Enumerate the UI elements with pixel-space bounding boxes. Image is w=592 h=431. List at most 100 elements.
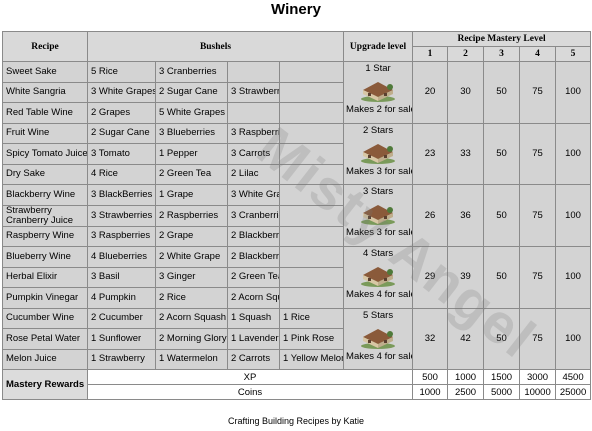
recipe-row: Spicy Tomato Juice 3 Tomato 1 Pepper 3 Carr… xyxy=(2,143,591,165)
mastery-value: 33 xyxy=(447,122,485,185)
bushel-cell: 2 Sugar Cane xyxy=(155,81,228,103)
mastery-value: 36 xyxy=(447,184,485,247)
bushel-cell: 1 Grape xyxy=(155,184,228,206)
sale-note: Makes 3 for sale xyxy=(346,227,413,238)
bushel-cell xyxy=(278,225,345,247)
mastery-value: 75 xyxy=(519,307,557,370)
bushel-cell: 3 Cranberries xyxy=(227,204,280,227)
recipe-row: Rose Petal Water 1 Sunflower 2 Morning Glo… xyxy=(2,328,591,350)
bushel-cell xyxy=(278,266,345,288)
sale-note: Makes 3 for sale xyxy=(346,165,413,177)
sale-note: Makes 4 for sale xyxy=(346,350,413,362)
header-level-5: 5 xyxy=(555,46,592,62)
star-level: 3 Stars xyxy=(362,186,394,197)
bushel-cell xyxy=(227,61,280,83)
page-title: Winery xyxy=(271,1,321,18)
coins-value: 10000 xyxy=(519,384,557,400)
star-level: 4 Stars xyxy=(362,248,394,259)
bushel-cell: 5 White Grapes xyxy=(155,102,228,124)
coins-value: 2500 xyxy=(447,384,485,400)
mastery-value: 23 xyxy=(412,122,449,185)
recipe-row: Raspberry Wine 3 Raspberries 2 Grape 2 Blac… xyxy=(2,225,591,247)
recipe-row: Blackberry Wine 3 BlackBerries 1 Grape 3 Wh… xyxy=(2,184,592,247)
bushel-cell: 1 Pink Rose xyxy=(278,328,345,350)
recipe-name: White Sangria xyxy=(2,81,88,103)
mastery-value: 50 xyxy=(483,122,521,185)
recipe-row: Sweet Sake 5 Rice 3 Cranberries 1 Star Makes… xyxy=(2,61,592,124)
bushel-cell: 1 Pepper xyxy=(155,143,228,165)
bushel-cell: 2 Blackberries xyxy=(227,246,280,268)
bushel-cell xyxy=(278,81,345,103)
mastery-value: 100 xyxy=(555,122,592,185)
bushel-cell: 2 Green Tea xyxy=(155,163,228,185)
star-level: 5 Stars xyxy=(362,309,394,321)
bushel-cell: 1 Rice xyxy=(278,307,345,329)
bushel-cell: 1 Squash xyxy=(227,307,280,329)
bushel-cell: 3 Cranberries xyxy=(155,61,228,83)
bushel-cell: 3 White Grape xyxy=(227,184,280,206)
coins-label: Coins xyxy=(86,384,414,400)
mastery-value: 39 xyxy=(447,246,485,309)
winery-building-icon xyxy=(361,205,396,225)
coins-value: 5000 xyxy=(483,384,521,400)
bushel-cell: 2 Green Tea xyxy=(227,266,280,288)
xp-value: 3000 xyxy=(519,369,557,385)
bushel-cell: 4 Blueberries xyxy=(87,246,156,268)
recipe-row: Fruit Wine 2 Sugar Cane 3 Blueberries 3 Ras… xyxy=(2,122,592,185)
bushel-cell: 2 Rice xyxy=(155,287,228,309)
bushel-cell: 2 White Grape xyxy=(155,246,228,268)
bushel-cell: 3 Raspberries xyxy=(227,122,280,144)
header-level-2: 2 xyxy=(447,46,485,62)
bushel-cell: 2 Raspberries xyxy=(155,204,228,227)
bushel-cell: 1 Lavender xyxy=(227,328,280,350)
recipe-name: Pumpkin Vinegar xyxy=(2,287,88,309)
xp-label: XP xyxy=(86,369,414,385)
recipe-name: Sweet Sake xyxy=(2,61,88,83)
mastery-value: 32 xyxy=(412,307,449,370)
recipe-row: Strawberry Cranberry Juice 3 Strawberries… xyxy=(2,204,591,227)
bushel-cell: 1 Yellow Melon xyxy=(278,348,345,370)
upgrade-level-cell: 1 Star Makes 2 for sale xyxy=(343,61,414,124)
recipe-name: Dry Sake xyxy=(2,163,88,185)
mastery-value: 50 xyxy=(483,246,521,309)
bushel-cell xyxy=(278,204,345,227)
mastery-value: 30 xyxy=(447,61,485,124)
bushel-cell: 5 Rice xyxy=(87,61,156,83)
bushel-cell: 3 Strawberries xyxy=(87,204,156,227)
xp-value: 4500 xyxy=(555,369,592,385)
bushel-cell: 4 Pumpkin xyxy=(87,287,156,309)
header-upgrade-level: Upgrade level xyxy=(343,31,414,62)
recipe-name: Blackberry Wine xyxy=(2,184,88,206)
mastery-value: 26 xyxy=(412,184,449,247)
mastery-value: 50 xyxy=(483,184,521,247)
bushel-cell: 2 Carrots xyxy=(227,348,280,370)
xp-value: 1000 xyxy=(447,369,485,385)
bushel-cell xyxy=(278,163,345,185)
bushel-cell: 2 Morning Glory xyxy=(155,328,228,350)
mastery-value: 75 xyxy=(519,184,557,247)
recipe-row: Dry Sake 4 Rice 2 Green Tea 2 Lilac xyxy=(2,163,591,185)
bushel-cell xyxy=(278,143,345,165)
bushel-cell xyxy=(278,61,345,83)
xp-value: 500 xyxy=(412,369,449,385)
recipe-name: Raspberry Wine xyxy=(2,225,88,247)
bushel-cell: 3 Raspberries xyxy=(87,225,156,247)
sale-note: Makes 4 for sale xyxy=(346,289,413,300)
mastery-value: 100 xyxy=(555,307,592,370)
bushel-cell xyxy=(278,122,345,144)
mastery-value: 50 xyxy=(483,307,521,370)
bushel-cell: 1 Strawberry xyxy=(87,348,156,370)
recipe-name: Cucumber Wine xyxy=(2,307,88,329)
bushel-cell: 3 Carrots xyxy=(227,143,280,165)
recipe-name: Melon Juice xyxy=(2,348,88,370)
bushel-cell: 3 Blueberries xyxy=(155,122,228,144)
bushel-cell: 2 Acorn Squash xyxy=(155,307,228,329)
bushel-cell xyxy=(278,246,345,268)
winery-building-icon xyxy=(361,267,396,287)
header-mastery: Recipe Mastery Level xyxy=(412,31,592,47)
star-level: 2 Stars xyxy=(362,124,394,136)
header-bushels: Bushels xyxy=(86,31,345,62)
upgrade-level-cell: 4 Stars Makes 4 for sale xyxy=(343,246,414,309)
bushel-cell: 4 Rice xyxy=(87,163,156,185)
bushel-cell: 3 Basil xyxy=(87,266,156,288)
